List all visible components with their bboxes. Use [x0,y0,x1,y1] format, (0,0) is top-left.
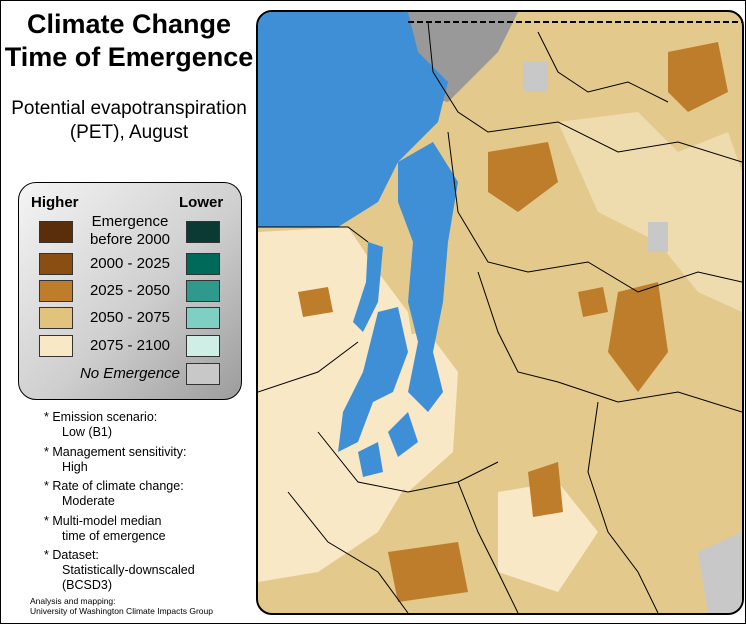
legend-swatch-low-3 [186,307,220,329]
credit-line-2: University of Washington Climate Impacts… [30,606,213,616]
note-rate-of-change: * Rate of climate change: Moderate [44,479,184,508]
county-boundaries [258,21,742,613]
water-sound-south [338,307,408,452]
late-emergence-zone-south [498,482,598,592]
note-1-line1: Management sensitivity: [52,445,187,459]
note-2-line2: Moderate [62,494,115,508]
subtitle-line-2: (PET), August [69,122,189,143]
legend-label-0b: before 2000 [89,231,171,248]
mid-emergence-patch-4 [528,462,563,517]
title-line-1: Climate Change [26,9,232,39]
mid-emergence-patch-5 [578,287,608,317]
no-emergence-area-3 [698,532,742,613]
legend-label-0a: Emergence [91,213,169,230]
credit-line-1: Analysis and mapping: [30,596,116,606]
no-emergence-area-2 [648,222,668,252]
legend-swatch-low-4 [186,335,220,357]
note-emission-scenario: * Emission scenario: Low (B1) [44,410,158,439]
note-0-line1: Emission scenario: [52,410,158,424]
note-4-line3: (BCSD3) [62,578,113,592]
legend-label-2: 2025 - 2050 [89,282,171,299]
mid-emergence-patch-3 [608,282,668,392]
legend-swatch-low-2 [186,280,220,302]
note-1-line2: High [62,460,88,474]
note-multi-model: * Multi-model median time of emergence [44,514,166,543]
note-3-line2: time of emergence [62,529,166,543]
legend-swatch-no-emergence [186,363,220,385]
legend-swatch-high-4 [39,335,73,357]
legend-swatch-low-0 [186,221,220,243]
map-panel [256,10,744,615]
legend-swatch-low-1 [186,253,220,275]
no-emergence-area-1 [523,62,548,92]
note-4-line1: Dataset: [52,548,99,562]
note-0-line2: Low (B1) [62,425,113,439]
legend-lower-label: Lower [179,194,224,211]
legend-label-4: 2075 - 2100 [89,337,171,354]
note-3-line1: Multi-model median [52,514,162,528]
mid-emergence-patch-1 [488,142,558,212]
legend-swatch-high-1 [39,253,73,275]
note-2-line1: Rate of climate change: [52,479,184,493]
subtitle-line-1: Potential evapotranspiration [11,98,247,119]
legend-box: Higher Lower Emergence before 2000 2000 … [18,182,242,400]
legend-label-1: 2000 - 2025 [89,255,171,272]
note-4-line2: Statistically-downscaled [62,563,195,577]
mid-emergence-patch-6 [388,542,468,602]
legend-swatch-high-0 [39,221,73,243]
legend-no-emergence-label: No Emergence [79,365,181,382]
legend-swatch-high-3 [39,307,73,329]
water-sound-main [398,142,458,412]
late-emergence-zone-northeast [558,112,742,312]
water-strait [258,12,448,227]
map-graphic [258,12,742,613]
legend-label-3: 2050 - 2075 [89,309,171,326]
legend-swatch-high-2 [39,280,73,302]
water-inlets [358,412,418,477]
note-management-sensitivity: * Management sensitivity: High [44,445,187,474]
title-line-2: Time of Emergence [4,42,254,72]
water-hood-canal [353,242,383,332]
legend-higher-label: Higher [31,194,79,211]
mid-emergence-patch-2 [668,42,728,112]
mid-emergence-patch-7 [298,287,333,317]
note-dataset: * Dataset: Statistically-downscaled (BCS… [44,548,195,592]
